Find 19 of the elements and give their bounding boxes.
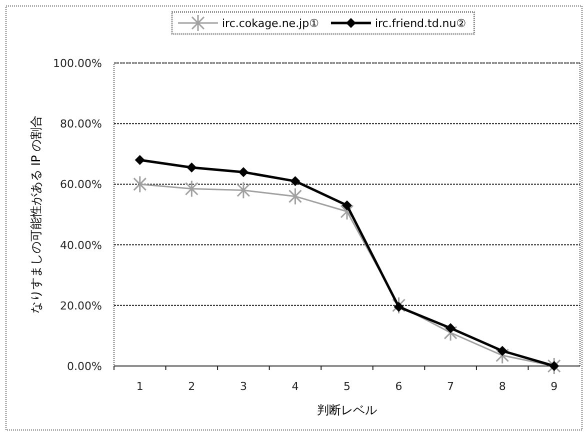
y-tick-label: 80.00% bbox=[60, 118, 102, 131]
x-tick-label: 2 bbox=[188, 380, 196, 393]
legend-label: irc.friend.td.nu② bbox=[374, 17, 466, 30]
x-tick-label: 8 bbox=[498, 380, 506, 393]
y-tick-label: 40.00% bbox=[60, 238, 102, 252]
y-tick-label: 20.00% bbox=[60, 299, 102, 312]
x-tick-label: 4 bbox=[292, 380, 299, 393]
x-tick-label: 1 bbox=[136, 380, 144, 393]
y-tick-label: 100.00% bbox=[53, 57, 102, 70]
x-tick-label: 7 bbox=[447, 380, 454, 393]
x-tick-label: 9 bbox=[550, 380, 558, 393]
x-tick-label: 3 bbox=[240, 380, 247, 393]
legend-label: irc.cokage.ne.jp① bbox=[222, 17, 320, 30]
y-tick-label: 60.00% bbox=[60, 178, 102, 192]
y-axis-title: なりすましの可能性がある IP の割合 bbox=[29, 115, 43, 314]
x-axis-title: 判断レベル bbox=[317, 403, 377, 417]
x-tick-label: 5 bbox=[344, 380, 350, 393]
y-tick-label: 0.00% bbox=[67, 360, 102, 373]
x-tick-label: 6 bbox=[395, 380, 402, 393]
